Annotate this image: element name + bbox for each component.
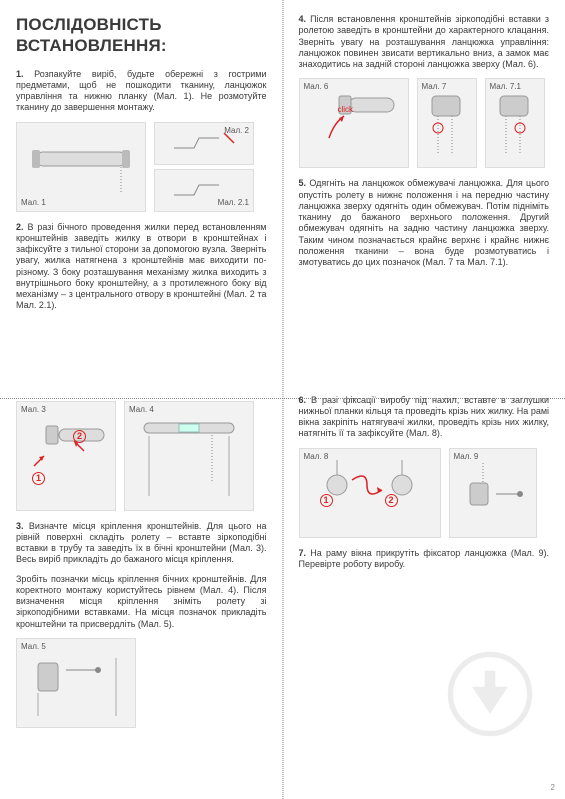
assembly-icon bbox=[24, 411, 109, 501]
limiter2-icon bbox=[492, 88, 537, 158]
figure-8-label: Мал. 8 bbox=[304, 452, 329, 462]
step-6: 6. В разі фіксації виробу під нахил, вст… bbox=[299, 395, 550, 440]
fig-row-top-right: Мал. 6 click Мал. 7 Мал. 7.1 bbox=[299, 78, 550, 168]
figure-2: Мал. 2 bbox=[154, 122, 254, 165]
roller-icon bbox=[26, 137, 136, 197]
vertical-separator bbox=[282, 0, 283, 799]
click-label: click bbox=[338, 105, 354, 115]
step-5: 5. Одягніть на ланцюжок обмежувачі ланцю… bbox=[299, 178, 550, 268]
figure-1-label: Мал. 1 bbox=[21, 198, 46, 208]
step-1-text: Розпакуйте виріб, будьте обережні з гост… bbox=[16, 69, 267, 113]
level-icon bbox=[134, 411, 244, 501]
fig-row-5: Мал. 5 bbox=[16, 638, 267, 728]
step-4-text: Після встановлення кронштейнів зіркоподі… bbox=[299, 14, 550, 69]
figure-8: Мал. 8 1 2 bbox=[299, 448, 441, 538]
marker-1: 1 bbox=[32, 472, 45, 485]
step-2-lead: 2. bbox=[16, 222, 24, 232]
figure-6-label: Мал. 6 bbox=[304, 82, 329, 92]
step-2: 2. В разі бічного проведення жилки перед… bbox=[16, 222, 267, 312]
figure-9: Мал. 9 bbox=[449, 448, 537, 538]
step-5-text: Одягніть на ланцюжок обмежувачі ланцюжка… bbox=[299, 178, 550, 267]
step-7: 7. На раму вікна прикрутіть фіксатор лан… bbox=[299, 548, 550, 571]
fig-row-3: Мал. 3 2 1 Мал. 4 bbox=[16, 401, 267, 511]
step-4-lead: 4. bbox=[299, 14, 307, 24]
figure-5-label: Мал. 5 bbox=[21, 642, 46, 652]
step-3b: Зробіть позначки місць кріплення бічних … bbox=[16, 574, 267, 630]
figure-2-label: Мал. 2 bbox=[224, 126, 249, 136]
horizontal-separator bbox=[0, 398, 565, 399]
fig-row-1: Мал. 1 Мал. 2 Мал. 2.1 bbox=[16, 122, 267, 212]
figure-2-1-label: Мал. 2.1 bbox=[218, 198, 249, 208]
step-2-text: В разі бічного проведення жилки перед вс… bbox=[16, 222, 267, 311]
watermark-icon bbox=[445, 649, 535, 739]
marker-1-fig8: 1 bbox=[320, 494, 333, 507]
page-number: 2 bbox=[551, 783, 555, 793]
step-7-text: На раму вікна прикрутіть фіксатор ланцюж… bbox=[299, 548, 550, 569]
figure-5: Мал. 5 bbox=[16, 638, 136, 728]
fig-row-bottom-right: Мал. 8 1 2 Мал. 9 bbox=[299, 448, 550, 538]
cell-bottom-left: Мал. 3 2 1 Мал. 4 3. Визначте місця кріп… bbox=[0, 381, 283, 799]
figure-4-label: Мал. 4 bbox=[129, 405, 154, 415]
figure-3: Мал. 3 2 1 bbox=[16, 401, 116, 511]
tensioner-icon bbox=[307, 455, 432, 530]
install-icon bbox=[309, 88, 399, 158]
figure-7: Мал. 7 bbox=[417, 78, 477, 168]
marker-2-fig8: 2 bbox=[385, 494, 398, 507]
step-3-lead: 3. bbox=[16, 521, 24, 531]
figure-4: Мал. 4 bbox=[124, 401, 254, 511]
figure-1: Мал. 1 bbox=[16, 122, 146, 212]
figure-7-label: Мал. 7 bbox=[422, 82, 447, 92]
marker-2: 2 bbox=[73, 430, 86, 443]
page-title: ПОСЛІДОВНІСТЬ ВСТАНОВЛЕННЯ: bbox=[16, 14, 267, 57]
figure-7-1: Мал. 7.1 bbox=[485, 78, 545, 168]
step-7-lead: 7. bbox=[299, 548, 307, 558]
cell-top-left: ПОСЛІДОВНІСТЬ ВСТАНОВЛЕННЯ: 1. Розпакуйт… bbox=[0, 0, 283, 381]
fixator-icon bbox=[458, 458, 528, 528]
step-3b-text: Зробіть позначки місць кріплення бічних … bbox=[16, 574, 267, 629]
step-6-lead: 6. bbox=[299, 395, 307, 405]
figure-9-label: Мал. 9 bbox=[454, 452, 479, 462]
figure-6: Мал. 6 click bbox=[299, 78, 409, 168]
figure-3-label: Мал. 3 bbox=[21, 405, 46, 415]
step-3a: 3. Визначте місця кріплення кронштейнів.… bbox=[16, 521, 267, 566]
step-6-text: В разі фіксації виробу під нахил, вставт… bbox=[299, 395, 550, 439]
step-3a-text: Визначте місця кріплення кронштейнів. Дл… bbox=[16, 521, 267, 565]
step-4: 4. Після встановлення кронштейнів зіркоп… bbox=[299, 14, 550, 70]
step-1-lead: 1. bbox=[16, 69, 24, 79]
step-5-lead: 5. bbox=[299, 178, 307, 188]
cell-top-right: 4. Після встановлення кронштейнів зіркоп… bbox=[283, 0, 565, 381]
limiter-icon bbox=[424, 88, 469, 158]
step-1: 1. Розпакуйте виріб, будьте обережні з г… bbox=[16, 69, 267, 114]
figure-2-1: Мал. 2.1 bbox=[154, 169, 254, 212]
figure-7-1-label: Мал. 7.1 bbox=[490, 82, 521, 92]
drill-icon bbox=[26, 648, 126, 718]
